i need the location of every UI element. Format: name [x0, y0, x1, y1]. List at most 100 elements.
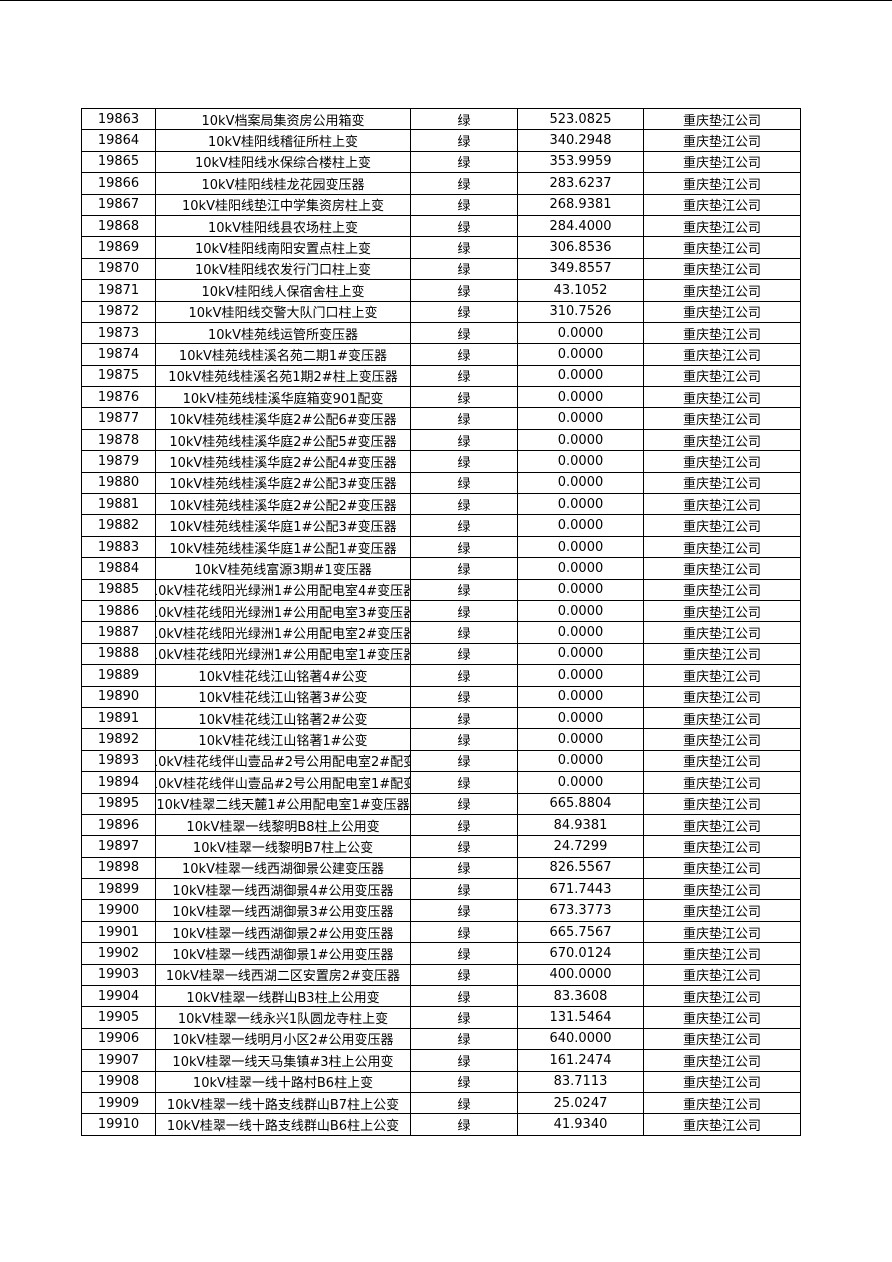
- table-cell: 19905: [81, 1006, 156, 1029]
- value: 826.5567: [549, 860, 612, 876]
- table-cell: 绿: [410, 321, 518, 345]
- company: 重庆垫江公司: [682, 135, 761, 151]
- status: 绿: [457, 135, 471, 151]
- table-cell: 19888: [81, 642, 156, 666]
- row-id: 19904: [97, 988, 140, 1004]
- row-id: 19899: [97, 881, 140, 897]
- row-id: 19910: [97, 1117, 140, 1133]
- status: 绿: [457, 734, 471, 750]
- table-cell: 绿: [410, 1006, 518, 1029]
- company: 重庆垫江公司: [682, 391, 761, 407]
- status: 绿: [457, 712, 471, 728]
- table-cell: 10kV桂阳线南阳安置点柱上变: [155, 236, 411, 259]
- company: 重庆垫江公司: [682, 734, 761, 750]
- status: 绿: [457, 755, 471, 771]
- table-cell: 绿: [410, 835, 518, 858]
- table-cell: 10kV桂阳线人保宿舍柱上变: [155, 279, 411, 302]
- status: 绿: [457, 1054, 471, 1070]
- value: 640.0000: [549, 1031, 612, 1047]
- row-id: 19871: [97, 282, 140, 298]
- company: 重庆垫江公司: [682, 284, 761, 300]
- value: 84.9381: [553, 817, 608, 833]
- table-row: 19872 10kV桂阳线交警大队门口柱上变 绿 310.7526 重庆垫江公司: [81, 300, 801, 323]
- table-cell: 19910: [81, 1113, 156, 1136]
- device-name: 10kV桂翠一线天马集镇#3柱上公用变: [172, 1054, 394, 1070]
- table-cell: 19883: [81, 535, 156, 559]
- table-cell: 306.8536: [517, 236, 644, 259]
- device-name: 10kV桂花线江山铭著1#公变: [198, 734, 368, 750]
- table-cell: 绿: [410, 407, 518, 430]
- table-cell: 19892: [81, 728, 156, 751]
- table-row: 19902 10kV桂翠一线西湖御景1#公用变压器 绿 670.0124 重庆垫江公司: [81, 942, 801, 965]
- table-cell: 重庆垫江公司: [643, 792, 801, 815]
- status: 绿: [457, 199, 471, 215]
- value: 0.0000: [557, 368, 604, 384]
- table-cell: 重庆垫江公司: [643, 471, 801, 495]
- table-row: 19879 10kV桂苑线桂溪华庭2#公配4#变压器 绿 0.0000 重庆垫江公司: [81, 450, 801, 473]
- value: 310.7526: [549, 304, 612, 320]
- status: 绿: [457, 455, 471, 471]
- value: 0.0000: [557, 753, 604, 769]
- table-cell: 10kV桂翠一线西湖御景1#公用变压器: [155, 942, 411, 965]
- table-cell: 10kV桂翠一线西湖御景2#公用变压器: [155, 920, 411, 944]
- status: 绿: [457, 220, 471, 236]
- value: 0.0000: [557, 432, 604, 448]
- table-row: 19900 10kV桂翠一线西湖御景3#公用变压器 绿 673.3773 重庆垫江公司: [81, 899, 801, 922]
- row-id: 19890: [97, 689, 140, 705]
- table-cell: 0.0000: [517, 728, 644, 751]
- table-cell: 绿: [410, 364, 518, 388]
- company: 重庆垫江公司: [682, 263, 761, 279]
- device-name: 10kV桂翠一线十路支线群山B6柱上公变: [166, 1119, 400, 1135]
- table-cell: 84.9381: [517, 813, 644, 837]
- table-cell: 10kV桂翠二线天麓1#公用配电室1#变压器: [155, 792, 411, 815]
- table-cell: 310.7526: [517, 300, 644, 323]
- table-cell: 19867: [81, 193, 156, 216]
- table-cell: 19901: [81, 920, 156, 944]
- table-cell: 19909: [81, 1091, 156, 1115]
- status: 绿: [457, 498, 471, 514]
- value: 349.8557: [549, 261, 612, 277]
- row-id: 19893: [97, 753, 140, 769]
- table-cell: 绿: [410, 856, 518, 880]
- table-row: 19906 10kV桂翠一线明月小区2#公用变压器 绿 640.0000 重庆垫江公司: [81, 1027, 801, 1051]
- company: 重庆垫江公司: [682, 947, 761, 963]
- data-table: 19863 10kV档案局集资房公用箱变绿 523.0825 重庆垫江公司 19864 1…: [81, 107, 801, 1136]
- table-row: 19908 10kV桂翠一线十路村B6柱上变 绿 83.7113 重庆垫江公司: [81, 1070, 801, 1093]
- table-row: 19901 10kV桂翠一线西湖御景2#公用变压器 绿 665.7567 重庆垫江公司: [81, 920, 801, 944]
- table-cell: 10kV桂翠一线西湖御景公建变压器: [155, 856, 411, 880]
- table-cell: 重庆垫江公司: [643, 1027, 801, 1051]
- table-cell: 10kV桂苑线桂溪名苑二期1#变压器: [155, 343, 411, 366]
- value: 131.5464: [549, 1010, 612, 1026]
- value: 24.7299: [553, 838, 608, 854]
- table-cell: 0.0000: [517, 621, 644, 644]
- company: 重庆垫江公司: [682, 156, 761, 172]
- table-cell: 19877: [81, 407, 156, 430]
- device-name: 10kV桂翠一线西湖御景2#公用变压器: [172, 926, 394, 942]
- row-id: 19869: [97, 240, 140, 256]
- table-cell: 161.2474: [517, 1049, 644, 1072]
- table-cell: 绿: [410, 942, 518, 965]
- value: 0.0000: [557, 346, 604, 362]
- value: 0.0000: [557, 603, 604, 619]
- table-cell: 重庆垫江公司: [643, 172, 801, 195]
- device-name: 10kV桂花线江山铭著3#公变: [198, 691, 368, 707]
- table-cell: 10kV桂翠一线黎明B8柱上公用变: [155, 813, 411, 837]
- table-cell: 绿: [410, 1049, 518, 1072]
- table-cell: 19869: [81, 236, 156, 259]
- table-cell: 绿: [410, 535, 518, 559]
- table-cell: 665.7567: [517, 920, 644, 944]
- table-row: 19909 10kV桂翠一线十路支线群山B7柱上公变 绿 25.0247 重庆垫江公司: [81, 1091, 801, 1115]
- table-cell: 0.0000: [517, 450, 644, 473]
- device-name: 10kV桂花线阳光绿洲1#公用配电室4#变压器: [156, 584, 410, 600]
- table-cell: 640.0000: [517, 1027, 644, 1051]
- row-id: 19902: [97, 945, 140, 961]
- row-id: 19865: [97, 154, 140, 170]
- table-row: 19887 10kV桂花线阳光绿洲1#公用配电室2#变压器 绿 0.0000 重庆垫江公…: [81, 621, 801, 644]
- device-name: 10kV桂苑线桂溪华庭2#公配6#变压器: [169, 413, 397, 429]
- company: 重庆垫江公司: [682, 498, 761, 514]
- table-row: 19910 10kV桂翠一线十路支线群山B6柱上公变 绿 41.9340 重庆垫江公司: [81, 1113, 801, 1136]
- value: 665.8804: [549, 796, 612, 812]
- device-name: 10kV桂苑线桂溪华庭1#公配1#变压器: [169, 541, 397, 557]
- status: 绿: [457, 883, 471, 899]
